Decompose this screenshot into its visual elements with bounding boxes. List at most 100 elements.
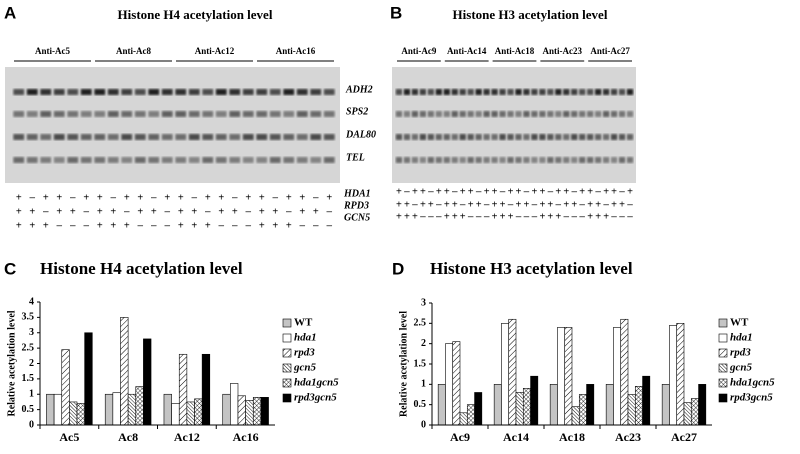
blot-band [310, 157, 322, 163]
bar [501, 323, 510, 426]
blot-band [215, 157, 227, 163]
blot-band [202, 89, 214, 95]
blot-band [310, 134, 322, 140]
blot-band [443, 134, 450, 140]
blot-band [539, 157, 546, 163]
x-tick-label: Ac18 [559, 430, 585, 444]
blot-band [269, 111, 281, 117]
bar [613, 327, 622, 426]
blot-band [67, 157, 79, 163]
genotype-sign: – [564, 212, 570, 223]
blot-band [531, 134, 538, 140]
y-tick-label: 3.5 [22, 312, 35, 323]
blot-band [188, 89, 200, 95]
blot-band [563, 157, 570, 163]
bar [690, 398, 699, 426]
blot-band [188, 157, 200, 163]
genotype-sign: + [539, 200, 545, 211]
blot-band [40, 134, 52, 140]
x-tick-label: Ac8 [118, 430, 138, 444]
genotype-sign: – [83, 207, 89, 218]
blot-band [403, 89, 411, 95]
genotype-sign: + [56, 193, 62, 204]
genotype-sign: – [579, 200, 585, 211]
genotype-sign: – [420, 212, 426, 223]
legend-swatch [282, 363, 292, 373]
blot-band [435, 111, 443, 117]
blot-band [507, 111, 514, 117]
bar [620, 318, 629, 426]
bar [549, 384, 558, 426]
blot-band [175, 111, 187, 117]
genotype-sign: + [396, 212, 402, 223]
genotype-sign: – [611, 212, 617, 223]
genotype-sign: + [444, 187, 450, 198]
genotype-sign: + [259, 193, 265, 204]
genotype-sign: + [124, 221, 130, 232]
genotype-sign: + [468, 187, 474, 198]
genotype-sign: + [313, 207, 319, 218]
genotype-sign: + [299, 193, 305, 204]
blot-band [215, 111, 227, 117]
genotype-sign: + [484, 187, 490, 198]
bar [437, 384, 446, 426]
blot-band [148, 89, 160, 95]
blot-band [427, 89, 435, 95]
genotype-sign: + [110, 207, 116, 218]
gene-label: TEL [346, 152, 365, 163]
blot-band [395, 89, 403, 95]
genotype-sign: + [404, 200, 410, 211]
blot-band [26, 111, 38, 117]
genotype-sign: – [619, 212, 625, 223]
genotype-sign: + [460, 212, 466, 223]
chart-title: Histone H3 acetylation level [430, 259, 633, 278]
blot-band [403, 134, 411, 140]
genotype-sign: – [205, 207, 211, 218]
blot-band [539, 89, 546, 95]
legend-label: hda1 [730, 332, 753, 344]
blot-band [626, 89, 634, 95]
legend-swatch [718, 318, 728, 328]
genotype-sign: + [178, 207, 184, 218]
bar [53, 393, 63, 426]
bar [698, 384, 707, 426]
blot-band [602, 89, 610, 95]
genotype-sign: – [286, 207, 292, 218]
blot-band [296, 134, 308, 140]
genotype-sign: – [110, 193, 116, 204]
blot-band [296, 89, 308, 95]
blot-band [451, 157, 458, 163]
blot-band [602, 111, 610, 117]
bar [61, 349, 70, 426]
genotype-sign: – [232, 221, 238, 232]
genotype-sign: – [436, 200, 442, 211]
bar [459, 412, 468, 426]
antibody-label: Anti-Ac9 [401, 46, 436, 56]
bar [493, 384, 502, 426]
legend-swatch [282, 318, 292, 328]
genotype-label: HDA1 [343, 188, 371, 199]
blot-band [419, 134, 427, 140]
genotype-sign: + [539, 187, 545, 198]
blot-band [507, 157, 514, 163]
genotype-sign: + [396, 187, 402, 198]
blot-band [323, 157, 335, 163]
y-axis-label: Relative acetylation level [398, 311, 409, 417]
blot-band [269, 157, 281, 163]
genotype-sign: + [595, 200, 601, 211]
blot-band [467, 111, 474, 117]
x-tick-label: Ac12 [174, 430, 200, 444]
y-tick-label: 0 [421, 419, 426, 430]
genotype-sign: + [97, 221, 103, 232]
blot-band [475, 111, 482, 117]
blot-band [443, 157, 450, 163]
charts: C Histone H4 acetylation level Relative ac… [4, 259, 775, 444]
antibody-label: Anti-Ac16 [276, 46, 316, 56]
bar [252, 397, 262, 426]
blot-band [499, 89, 506, 95]
blot-band [523, 89, 530, 95]
genotype-sign: + [603, 212, 609, 223]
genotype-sign: – [579, 212, 585, 223]
genotype-sign: + [97, 193, 103, 204]
genotype-sign: + [492, 200, 498, 211]
